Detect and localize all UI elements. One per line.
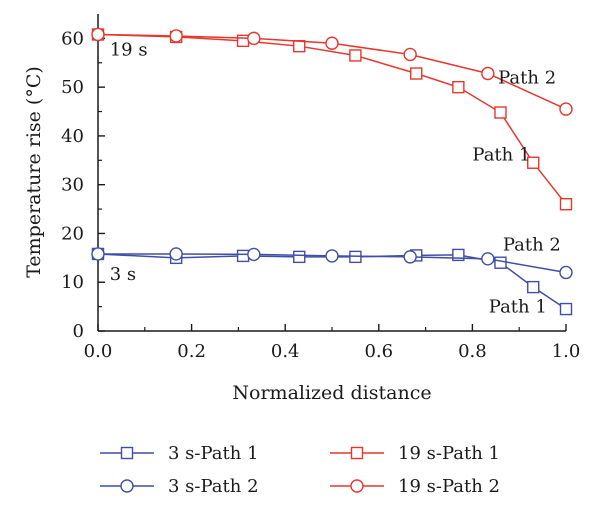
- annotation: 3 s: [110, 264, 136, 285]
- x-tick-label: 0.2: [177, 341, 206, 362]
- annotations: 19 s 3 s Path 2 Path 1 Path 2 Path 1: [110, 39, 561, 317]
- tick-labels: 0.0 0.2 0.4 0.6 0.8 1.0 0 10 20 30 40 50 60: [61, 28, 580, 362]
- legend-label: 3 s-Path 2: [168, 476, 259, 497]
- x-tick-label: 0.0: [84, 341, 113, 362]
- x-tick-label: 0.8: [458, 341, 487, 362]
- data-point: [169, 29, 183, 43]
- data-point: [410, 67, 423, 80]
- legend-marker: [350, 446, 364, 460]
- legend-item: 3 s-Path 2: [100, 476, 259, 497]
- data-point: [452, 80, 465, 94]
- legend-label: 3 s-Path 1: [168, 443, 259, 464]
- annotation: 19 s: [110, 39, 148, 60]
- legend-item: 3 s-Path 1: [100, 443, 259, 464]
- data-point: [325, 249, 339, 263]
- legend-marker: [120, 446, 134, 460]
- data-point: [236, 249, 250, 263]
- data-point: [169, 247, 183, 261]
- data-point: [325, 36, 339, 50]
- data-point: [403, 250, 417, 264]
- y-axis-title: Temperature rise (°C): [23, 66, 45, 278]
- data-point: [293, 39, 306, 53]
- data-point: [481, 252, 495, 266]
- y-tick-label: 20: [61, 223, 84, 244]
- data-point: [349, 49, 362, 62]
- series-line: [97, 33, 567, 205]
- legend-item: 19 s-Path 1: [330, 443, 500, 464]
- legend-marker: [350, 479, 364, 493]
- data-point: [559, 197, 573, 211]
- data-point: [91, 27, 105, 42]
- data-point: [236, 34, 250, 48]
- data-point: [293, 250, 306, 264]
- series-3: [91, 28, 573, 211]
- data-point: [494, 106, 507, 119]
- legend-item: 19 s-Path 2: [330, 476, 500, 497]
- annotation: Path 1: [472, 144, 530, 165]
- y-tick-label: 50: [61, 77, 84, 98]
- y-tick-label: 60: [61, 28, 84, 49]
- data-point: [494, 256, 507, 269]
- data-point: [559, 102, 573, 116]
- data-point: [403, 47, 417, 62]
- data-point: [527, 280, 540, 294]
- data-point: [247, 247, 261, 262]
- data-point: [481, 66, 495, 81]
- legend-marker: [120, 479, 134, 493]
- annotation: Path 2: [498, 67, 556, 88]
- annotation: Path 2: [503, 235, 561, 256]
- ticks: [97, 37, 567, 332]
- data-point: [247, 31, 261, 46]
- data-point: [559, 265, 573, 280]
- x-tick-label: 0.4: [271, 341, 300, 362]
- y-tick-label: 0: [73, 321, 84, 342]
- legend: 3 s-Path 1 3 s-Path 2 19 s-Path 1 19 s-Path…: [100, 443, 500, 497]
- y-tick-label: 30: [61, 175, 84, 196]
- series-layer: [91, 27, 573, 316]
- annotation: Path 1: [489, 296, 547, 317]
- y-tick-label: 40: [61, 126, 84, 147]
- data-point: [452, 248, 465, 262]
- series-4: [91, 27, 573, 116]
- legend-label: 19 s-Path 2: [398, 476, 500, 497]
- data-point: [527, 156, 540, 169]
- legend-label: 19 s-Path 1: [398, 443, 500, 464]
- y-tick-label: 10: [61, 272, 84, 293]
- x-tick-label: 1.0: [552, 341, 581, 362]
- data-point: [91, 247, 105, 261]
- x-tick-label: 0.6: [364, 341, 393, 362]
- axes: [97, 14, 566, 332]
- data-point: [559, 302, 573, 316]
- series-2: [91, 247, 573, 280]
- x-axis-title: Normalized distance: [232, 382, 431, 404]
